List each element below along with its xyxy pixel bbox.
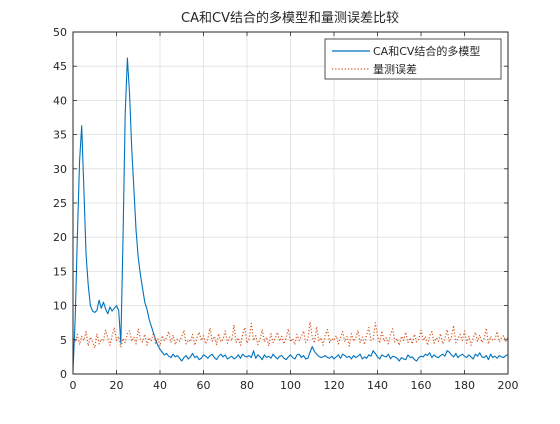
y-tick-label: 15 (53, 265, 67, 278)
legend-label-series-1: CA和CV结合的多模型 (373, 44, 480, 58)
chart-title: CA和CV结合的多模型和量测误差比较 (181, 10, 399, 26)
y-tick-label: 25 (53, 197, 67, 210)
y-tick-label: 0 (60, 368, 67, 381)
x-tick-label: 160 (411, 379, 432, 392)
legend-label-series-2: 量测误差 (373, 62, 417, 76)
x-tick-label: 40 (153, 379, 167, 392)
y-tick-label: 10 (53, 300, 67, 313)
x-tick-label: 100 (280, 379, 301, 392)
y-tick-label: 45 (53, 60, 67, 73)
x-tick-label: 200 (498, 379, 519, 392)
x-tick-label: 120 (324, 379, 345, 392)
legend-box (324, 38, 502, 80)
x-tick-label: 0 (70, 379, 77, 392)
y-tick-label: 30 (53, 163, 67, 176)
series-line-2 (72, 321, 509, 349)
y-tick-label: 35 (53, 129, 67, 142)
series-line-1 (72, 57, 509, 371)
y-tick-labels: 0 5 10 15 20 25 30 35 40 45 50 (53, 26, 67, 381)
y-tick-label: 20 (53, 231, 67, 244)
ticks (72, 31, 509, 375)
y-tick-label: 5 (60, 334, 67, 347)
y-tick-label: 40 (53, 94, 67, 107)
x-tick-label: 140 (367, 379, 388, 392)
series-layer (72, 57, 509, 371)
x-tick-label: 60 (197, 379, 211, 392)
x-tick-label: 20 (110, 379, 124, 392)
legend: CA和CV结合的多模型 量测误差 (324, 38, 502, 80)
x-tick-label: 80 (240, 379, 254, 392)
y-tick-label: 50 (53, 26, 67, 39)
x-tick-label: 180 (454, 379, 475, 392)
x-tick-labels: 0 20 40 60 80 100 120 140 160 180 200 (70, 379, 519, 392)
